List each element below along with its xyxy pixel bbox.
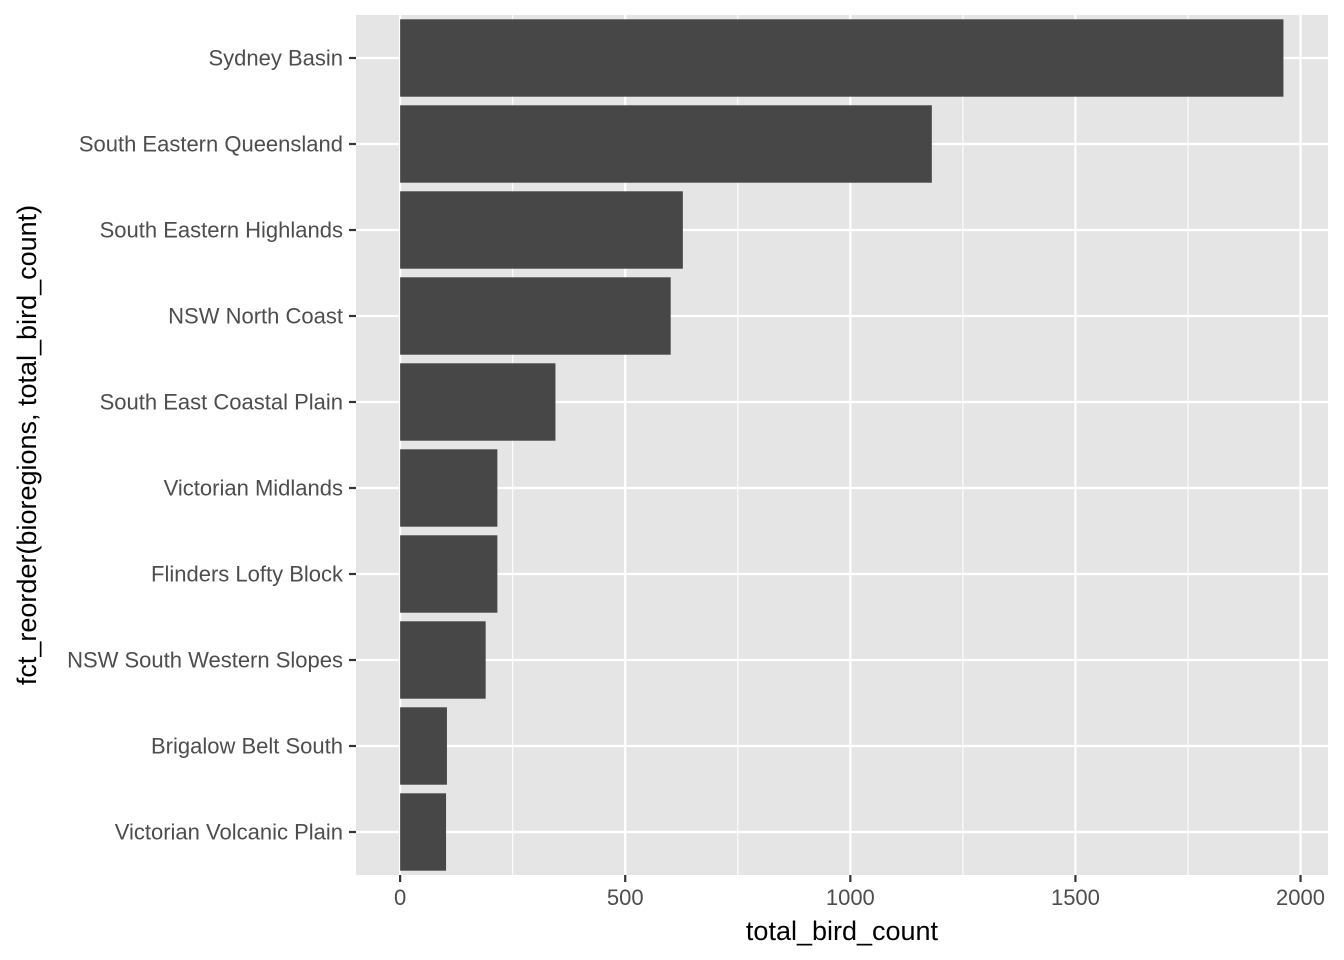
y-tick-label: Sydney Basin: [208, 46, 343, 71]
bar: [400, 621, 486, 699]
bar: [400, 363, 556, 441]
y-tick-label: South Eastern Queensland: [79, 132, 343, 157]
bar: [400, 19, 1284, 97]
y-tick-label: South Eastern Highlands: [100, 218, 343, 243]
bar: [400, 707, 447, 785]
x-tick-label: 2000: [1276, 885, 1325, 910]
y-tick-label: Victorian Midlands: [164, 476, 343, 501]
bar: [400, 277, 671, 355]
x-tick-label: 1000: [826, 885, 875, 910]
y-tick-label: South East Coastal Plain: [100, 390, 343, 415]
bar: [400, 449, 498, 527]
bar: [400, 191, 683, 269]
bar: [400, 535, 498, 613]
x-tick-label: 1500: [1051, 885, 1100, 910]
bars: [400, 19, 1284, 871]
x-axis-title: total_bird_count: [746, 916, 939, 946]
y-tick-label: Victorian Volcanic Plain: [115, 820, 343, 845]
bar: [400, 793, 447, 871]
y-axis-title: fct_reorder(bioregions, total_bird_count…: [12, 205, 42, 685]
y-tick-label: NSW South Western Slopes: [67, 648, 343, 673]
x-axis: 0 500 1000 1500 2000: [394, 875, 1325, 910]
y-tick-label: Flinders Lofty Block: [151, 562, 344, 587]
x-tick-label: 500: [607, 885, 644, 910]
y-axis: Sydney Basin South Eastern Queensland Sout…: [67, 46, 356, 845]
bar: [400, 105, 932, 183]
x-tick-label: 0: [394, 885, 406, 910]
y-tick-label: Brigalow Belt South: [151, 734, 343, 759]
y-tick-label: NSW North Coast: [168, 304, 343, 329]
